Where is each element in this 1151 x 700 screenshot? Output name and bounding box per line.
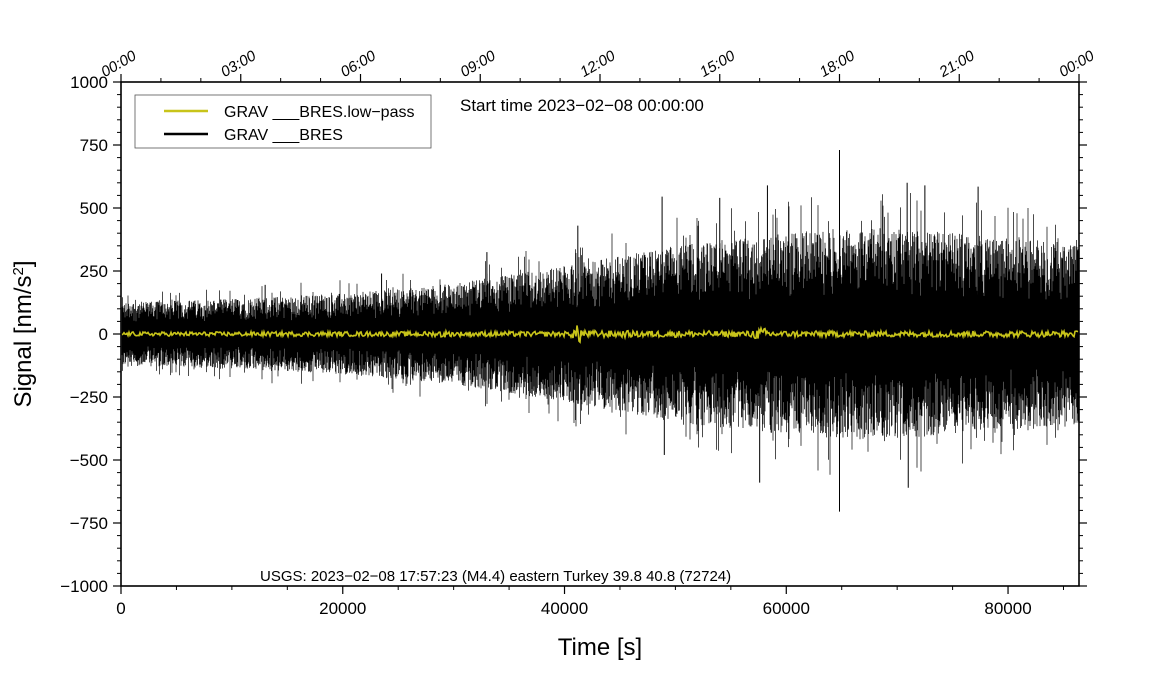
top-tick-label: 03:00 bbox=[218, 47, 260, 81]
y-tick-label: 0 bbox=[99, 325, 108, 344]
top-tick-label: 18:00 bbox=[817, 47, 859, 81]
y-tick-label: 250 bbox=[80, 262, 108, 281]
x-tick-label: 40000 bbox=[541, 599, 588, 618]
y-axis-label-close: ] bbox=[10, 260, 37, 267]
start-time-label: Start time 2023−02−08 00:00:00 bbox=[460, 96, 704, 115]
y-axis-label-main: Signal [nm/s bbox=[10, 275, 37, 407]
y-tick-label: −250 bbox=[70, 388, 108, 407]
top-tick-label: 21:00 bbox=[936, 47, 978, 81]
x-axis-label: Time [s] bbox=[558, 634, 642, 661]
x-tick-label: 0 bbox=[116, 599, 125, 618]
top-tick-label: 06:00 bbox=[338, 47, 380, 81]
y-tick-label: 750 bbox=[80, 136, 108, 155]
top-tick-label: 00:00 bbox=[1056, 47, 1098, 81]
y-axis-label-exponent: 2 bbox=[10, 267, 27, 275]
x-tick-label: 80000 bbox=[984, 599, 1031, 618]
legend-label-lowpass: GRAV ___BRES.low−pass bbox=[224, 104, 414, 121]
y-axis-label: Signal [nm/s2] bbox=[10, 260, 38, 407]
plot-frame bbox=[120, 81, 1080, 587]
series-lowpass-trace bbox=[121, 325, 1079, 344]
top-tick-label: 15:00 bbox=[697, 47, 739, 81]
x-axis: 0 20000 40000 60000 80000 bbox=[116, 586, 1064, 618]
y-tick-label: −750 bbox=[70, 514, 108, 533]
event-annotation: USGS: 2023−02−08 17:57:23 (M4.4) eastern… bbox=[260, 568, 731, 585]
x-tick-label: 20000 bbox=[319, 599, 366, 618]
x-tick-label: 60000 bbox=[763, 599, 810, 618]
y-tick-label: 500 bbox=[80, 199, 108, 218]
top-tick-label: 09:00 bbox=[457, 47, 499, 81]
legend: GRAV ___BRES.low−pass GRAV ___BRES bbox=[134, 94, 432, 149]
y-axis: 1000 750 500 250 0 −250 −500 −750 −1000 bbox=[60, 73, 1087, 596]
y-tick-label: 1000 bbox=[70, 73, 108, 92]
y-tick-label: −1000 bbox=[60, 577, 108, 596]
top-tick-label: 12:00 bbox=[577, 47, 619, 81]
signal-plot bbox=[121, 150, 1079, 512]
top-time-axis: 00:00 03:00 06:00 09:00 12:00 15:00 18:00 21:00… bbox=[98, 47, 1098, 82]
legend-box bbox=[134, 94, 432, 149]
legend-label-raw: GRAV ___BRES bbox=[224, 127, 343, 144]
y-tick-label: −500 bbox=[70, 451, 108, 470]
